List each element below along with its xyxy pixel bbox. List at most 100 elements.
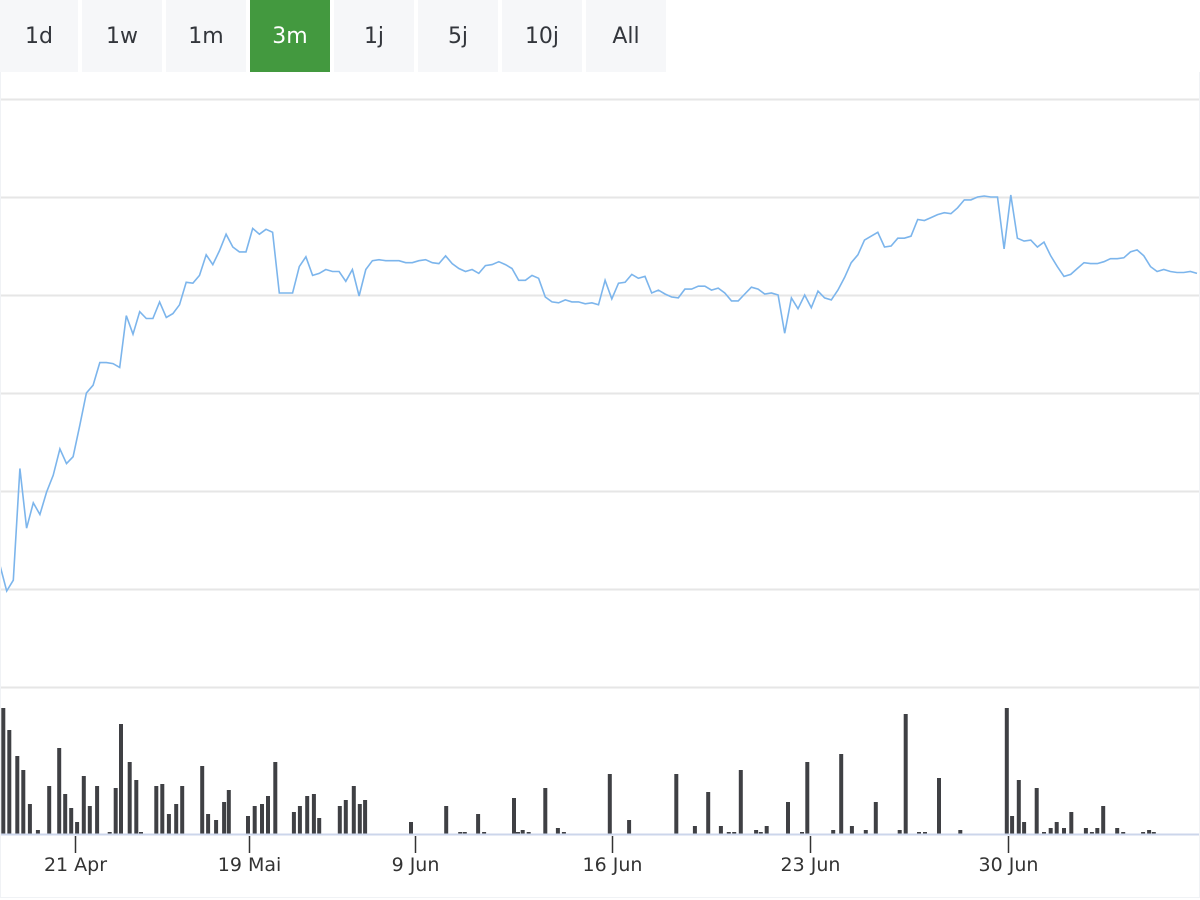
x-tick-label: 30 Jun (979, 854, 1039, 876)
volume-bar (831, 830, 836, 834)
range-button-1j[interactable]: 1j (334, 0, 414, 72)
volume-bar (222, 802, 227, 834)
volume-bar (47, 786, 52, 834)
volume-bar (555, 828, 560, 834)
volume-bar (1121, 832, 1126, 834)
volume-bar (1089, 832, 1094, 834)
volume-bar (305, 796, 310, 834)
volume-bar (726, 832, 731, 834)
volume-bar (526, 832, 531, 834)
volume-bar (561, 832, 566, 834)
x-tick-label: 16 Jun (583, 854, 643, 876)
volume-bar (732, 832, 737, 834)
range-button-1m[interactable]: 1m (166, 0, 246, 72)
x-tick-label: 21 Apr (44, 854, 107, 876)
volume-bar (1, 708, 6, 834)
volume-bar (543, 788, 548, 834)
volume-bar (107, 832, 112, 834)
volume-bar (127, 762, 132, 834)
range-button-5j[interactable]: 5j (418, 0, 498, 72)
volume-bar (1147, 830, 1152, 834)
volume-bar (849, 826, 854, 834)
volume-bar (139, 832, 143, 834)
volume-bar (462, 832, 467, 834)
volume-bar (917, 832, 921, 834)
volume-bar (1062, 828, 1066, 834)
x-axis-ticks: 21 Apr 19 Mai 9 Jun 16 Jun 23 Jun 30 Jun (44, 836, 1039, 876)
volume-bar (958, 830, 963, 834)
x-tick-label: 19 Mai (218, 854, 282, 876)
volume-bar (226, 790, 231, 834)
volume-bar (95, 786, 100, 834)
volume-bar (206, 814, 211, 834)
volume-bar (764, 826, 769, 834)
volume-bar (482, 832, 487, 834)
volume-bar (75, 822, 80, 834)
volume-bar (154, 786, 159, 834)
volume-bar (63, 794, 68, 834)
volume-bar (81, 776, 86, 834)
volume-bar (35, 830, 40, 834)
volume-bar (160, 784, 165, 834)
volume-bar (903, 714, 908, 834)
volume-bar (69, 808, 74, 834)
volume-bar (692, 826, 697, 834)
volume-bar (7, 730, 12, 834)
volume-bar (1069, 812, 1074, 834)
volume-bar (260, 804, 264, 834)
volume-bar (1151, 832, 1156, 834)
volume-bar (786, 802, 790, 834)
volume-bar (1095, 828, 1100, 834)
range-button-3m[interactable]: 3m (250, 0, 330, 72)
volume-bar (923, 832, 927, 834)
volume-bar (1141, 832, 1146, 834)
volume-bar (246, 816, 250, 834)
price-line (0, 194, 1198, 594)
volume-bar (174, 804, 179, 834)
volume-bar (266, 796, 270, 834)
volume-bar (113, 788, 118, 834)
range-button-all[interactable]: All (586, 0, 666, 72)
volume-bar (357, 804, 362, 834)
volume-bar (1010, 816, 1015, 834)
volume-bar (351, 786, 356, 834)
volume-bar (252, 806, 257, 834)
volume-bar (291, 812, 296, 834)
volume-bar (119, 724, 123, 834)
range-button-10j[interactable]: 10j (502, 0, 582, 72)
volume-bar (200, 766, 205, 834)
volume-bar (15, 756, 20, 834)
volume-bar (1016, 780, 1021, 834)
volume-bar (87, 806, 92, 834)
volume-bar (839, 754, 844, 834)
volume-bar (520, 830, 525, 834)
volume-bar (180, 786, 185, 834)
grid-lines (0, 98, 1200, 689)
volume-bar (476, 814, 481, 834)
volume-bar (363, 800, 368, 834)
volume-bar (873, 802, 878, 834)
range-button-1w[interactable]: 1w (82, 0, 162, 72)
volume-bar (134, 780, 139, 834)
volume-bar (863, 830, 868, 834)
volume-bar (718, 826, 723, 834)
volume-bar (337, 806, 342, 834)
volume-bar (1083, 828, 1088, 834)
x-tick-label: 23 Jun (781, 854, 841, 876)
volume-bar (897, 830, 902, 834)
volume-bar (1022, 822, 1027, 834)
volume-bar (166, 814, 171, 834)
volume-bar (1115, 828, 1120, 834)
volume-bar (1101, 806, 1106, 834)
volume-bar (1042, 832, 1046, 834)
range-button-1d[interactable]: 1d (0, 0, 78, 72)
volume-bar (800, 832, 804, 834)
volume-bar (754, 830, 759, 834)
volume-bar (674, 774, 679, 834)
volume-bar (627, 820, 632, 834)
volume-bar (1034, 788, 1039, 834)
volume-bar (343, 800, 348, 834)
volume-bar (516, 832, 520, 834)
x-tick-label: 9 Jun (392, 854, 440, 876)
